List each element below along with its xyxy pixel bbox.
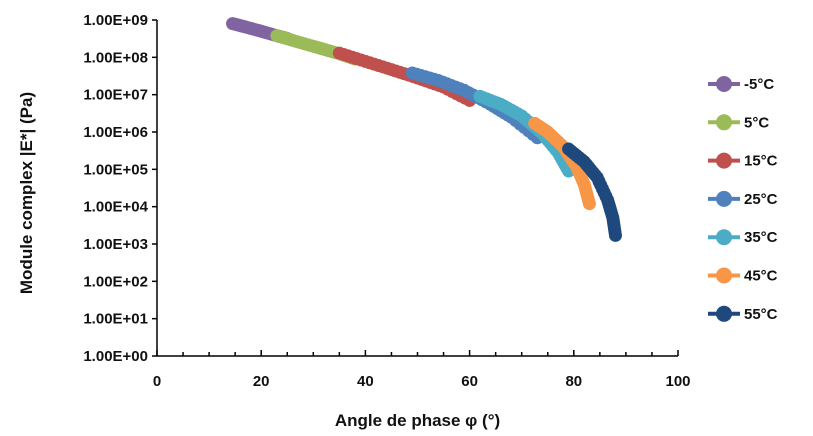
y-tick-label: 1.00E+07 [83, 87, 148, 104]
y-axis-title: Module complex |E*| (Pa) [17, 92, 36, 294]
legend-marker [716, 114, 732, 131]
legend-label: 5°C [744, 114, 769, 131]
axes: 1.00E+00 1.00E+01 1.00E+02 1.00E+03 1.00E+04… [83, 12, 690, 390]
legend-item: 35°C [708, 229, 778, 246]
legend-label: -5°C [744, 76, 774, 93]
y-tick-label: 1.00E+03 [83, 236, 148, 253]
series-5 [528, 116, 596, 211]
series-6 [562, 142, 622, 242]
legend-marker [716, 190, 732, 207]
legend: -5°C 5°C 15°C 25°C 35°C 45°C 55°C [708, 76, 778, 323]
legend-label: 55°C [744, 306, 778, 323]
x-tick-label: 20 [253, 373, 270, 390]
legend-item: 15°C [708, 152, 778, 170]
y-tick-label: 1.00E+00 [83, 348, 148, 365]
x-tick-label: 80 [565, 373, 582, 390]
legend-marker [716, 229, 732, 246]
legend-item: 55°C [708, 305, 778, 323]
x-tick-label: 40 [357, 373, 374, 390]
legend-marker [716, 305, 732, 322]
y-tick-label: 1.00E+05 [83, 161, 148, 178]
y-tick-label: 1.00E+04 [83, 199, 148, 216]
data-point [608, 228, 622, 242]
legend-item: 5°C [708, 114, 769, 131]
x-tick-label: 60 [461, 373, 478, 390]
legend-item: -5°C [708, 76, 774, 93]
legend-item: 45°C [708, 267, 778, 285]
legend-label: 25°C [744, 191, 778, 208]
y-tick-label: 1.00E+09 [83, 12, 148, 29]
legend-item: 25°C [708, 190, 778, 208]
legend-marker [716, 76, 732, 92]
x-axis-title: Angle de phase φ (°) [335, 411, 500, 430]
legend-label: 35°C [744, 229, 778, 246]
y-tick-label: 1.00E+01 [83, 311, 148, 328]
x-tick-label: 0 [153, 373, 161, 390]
series-3 [405, 66, 544, 145]
data-point [582, 197, 596, 211]
y-tick-label: 1.00E+06 [83, 124, 148, 141]
series-2 [332, 46, 477, 107]
y-tick-label: 1.00E+02 [83, 273, 148, 290]
legend-label: 45°C [744, 268, 778, 285]
y-tick-label: 1.00E+08 [83, 49, 148, 66]
legend-label: 15°C [744, 153, 778, 170]
series-layer [226, 17, 622, 242]
x-tick-label: 100 [665, 373, 690, 390]
legend-marker [716, 267, 732, 284]
legend-marker [716, 152, 732, 169]
